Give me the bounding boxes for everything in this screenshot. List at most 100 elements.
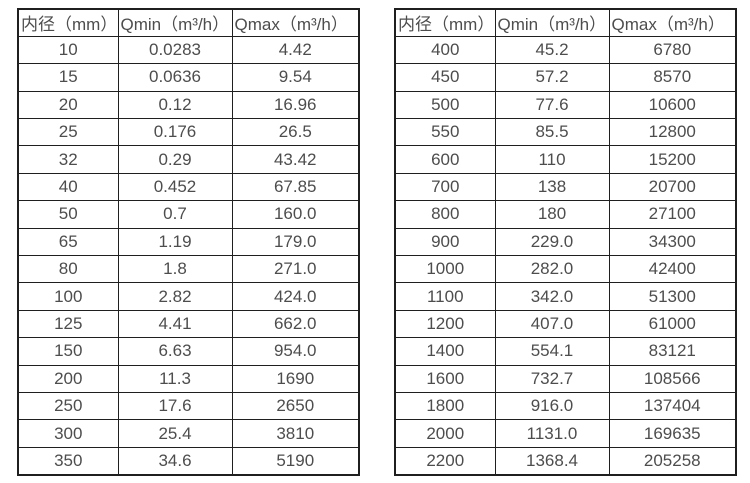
table-cell: 205258 bbox=[608, 446, 737, 476]
table-cell: 10 bbox=[17, 35, 119, 65]
table-cell: 4.42 bbox=[231, 35, 360, 65]
table-cell: 57.2 bbox=[494, 63, 610, 92]
table-row: 25 0.176 26.5 bbox=[17, 118, 360, 147]
table-cell: 554.1 bbox=[494, 337, 610, 366]
table-cell: 500 bbox=[394, 90, 496, 120]
table-row: 800 180 27100 bbox=[394, 200, 737, 229]
column-header-qmax: Qmax（m³/h） bbox=[231, 8, 360, 37]
table-cell: 1000 bbox=[394, 255, 496, 284]
table-cell: 3810 bbox=[231, 419, 360, 448]
table-row: 400 45.2 6780 bbox=[394, 35, 737, 65]
table-cell: 250 bbox=[17, 391, 119, 421]
table-row: 65 1.19 179.0 bbox=[17, 227, 360, 257]
table-cell: 137404 bbox=[608, 391, 737, 421]
table-cell: 800 bbox=[394, 200, 496, 229]
table-row: 80 1.8 271.0 bbox=[17, 255, 360, 284]
table-row: 1200 407.0 61000 bbox=[394, 309, 737, 339]
column-header-qmax: Qmax（m³/h） bbox=[608, 8, 737, 37]
table-cell: 1400 bbox=[394, 337, 496, 366]
table-row: 250 17.6 2650 bbox=[17, 391, 360, 421]
table-row: 500 77.6 10600 bbox=[394, 90, 737, 120]
table-cell: 15 bbox=[17, 63, 119, 92]
table-header: 内径（mm） Qmin（m³/h） Qmax（m³/h） bbox=[394, 8, 737, 37]
table-row: 125 4.41 662.0 bbox=[17, 309, 360, 339]
table-cell: 0.12 bbox=[117, 90, 233, 120]
column-header-diameter: 内径（mm） bbox=[17, 8, 119, 37]
table-cell: 282.0 bbox=[494, 255, 610, 284]
table-cell: 160.0 bbox=[231, 200, 360, 229]
table-cell: 6780 bbox=[608, 35, 737, 65]
column-header-diameter: 内径（mm） bbox=[394, 8, 496, 37]
column-header-qmin: Qmin（m³/h） bbox=[494, 8, 610, 37]
table-cell: 11.3 bbox=[117, 364, 233, 393]
table-cell: 1100 bbox=[394, 282, 496, 311]
table-cell: 169635 bbox=[608, 419, 737, 448]
table-row: 350 34.6 5190 bbox=[17, 446, 360, 476]
table-cell: 200 bbox=[17, 364, 119, 393]
table-header: 内径（mm） Qmin（m³/h） Qmax（m³/h） bbox=[17, 8, 360, 37]
table-cell: 662.0 bbox=[231, 309, 360, 339]
table-row: 2200 1368.4 205258 bbox=[394, 446, 737, 476]
table-cell: 1131.0 bbox=[494, 419, 610, 448]
table-cell: 25 bbox=[17, 118, 119, 147]
table-cell: 271.0 bbox=[231, 255, 360, 284]
table-cell: 108566 bbox=[608, 364, 737, 393]
table-cell: 100 bbox=[17, 282, 119, 311]
table-row: 450 57.2 8570 bbox=[394, 63, 737, 92]
table-cell: 10600 bbox=[608, 90, 737, 120]
table-row: 150 6.63 954.0 bbox=[17, 337, 360, 366]
table-row: 20 0.12 16.96 bbox=[17, 90, 360, 120]
table-cell: 150 bbox=[17, 337, 119, 366]
table-cell: 40 bbox=[17, 172, 119, 202]
table-cell: 20700 bbox=[608, 172, 737, 202]
table-row: 200 11.3 1690 bbox=[17, 364, 360, 393]
table-cell: 1368.4 bbox=[494, 446, 610, 476]
table-cell: 12800 bbox=[608, 118, 737, 147]
table-row: 1600 732.7 108566 bbox=[394, 364, 737, 393]
table-row: 1400 554.1 83121 bbox=[394, 337, 737, 366]
table-cell: 700 bbox=[394, 172, 496, 202]
table-cell: 5190 bbox=[231, 446, 360, 476]
table-cell: 179.0 bbox=[231, 227, 360, 257]
table-cell: 900 bbox=[394, 227, 496, 257]
table-cell: 17.6 bbox=[117, 391, 233, 421]
table-cell: 350 bbox=[17, 446, 119, 476]
table-cell: 9.54 bbox=[231, 63, 360, 92]
table-cell: 20 bbox=[17, 90, 119, 120]
table-cell: 954.0 bbox=[231, 337, 360, 366]
table-cell: 2650 bbox=[231, 391, 360, 421]
table-row: 700 138 20700 bbox=[394, 172, 737, 202]
table-cell: 450 bbox=[394, 63, 496, 92]
table-row: 550 85.5 12800 bbox=[394, 118, 737, 147]
table-row: 100 2.82 424.0 bbox=[17, 282, 360, 311]
flow-range-table-large-diameters: 内径（mm） Qmin（m³/h） Qmax（m³/h） 400 45.2 6780… bbox=[394, 8, 737, 476]
flow-range-table-small-diameters: 内径（mm） Qmin（m³/h） Qmax（m³/h） 10 0.0283 4.4… bbox=[17, 8, 360, 476]
table-cell: 51300 bbox=[608, 282, 737, 311]
table-row: 10 0.0283 4.42 bbox=[17, 35, 360, 65]
table-cell: 65 bbox=[17, 227, 119, 257]
table-cell: 0.176 bbox=[117, 118, 233, 147]
table-cell: 110 bbox=[494, 145, 610, 174]
table-cell: 1.19 bbox=[117, 227, 233, 257]
table-cell: 45.2 bbox=[494, 35, 610, 65]
table-cell: 1800 bbox=[394, 391, 496, 421]
column-header-qmin: Qmin（m³/h） bbox=[117, 8, 233, 37]
table-cell: 1690 bbox=[231, 364, 360, 393]
table-cell: 16.96 bbox=[231, 90, 360, 120]
table-cell: 15200 bbox=[608, 145, 737, 174]
table-cell: 80 bbox=[17, 255, 119, 284]
table-cell: 180 bbox=[494, 200, 610, 229]
table-cell: 732.7 bbox=[494, 364, 610, 393]
table-row: 600 110 15200 bbox=[394, 145, 737, 174]
table-row: 40 0.452 67.85 bbox=[17, 172, 360, 202]
table-cell: 2200 bbox=[394, 446, 496, 476]
table-cell: 2000 bbox=[394, 419, 496, 448]
header-row: 内径（mm） Qmin（m³/h） Qmax（m³/h） bbox=[394, 8, 737, 37]
table-cell: 8570 bbox=[608, 63, 737, 92]
header-row: 内径（mm） Qmin（m³/h） Qmax（m³/h） bbox=[17, 8, 360, 37]
table-cell: 2.82 bbox=[117, 282, 233, 311]
table-row: 900 229.0 34300 bbox=[394, 227, 737, 257]
table-cell: 300 bbox=[17, 419, 119, 448]
table-cell: 0.0636 bbox=[117, 63, 233, 92]
